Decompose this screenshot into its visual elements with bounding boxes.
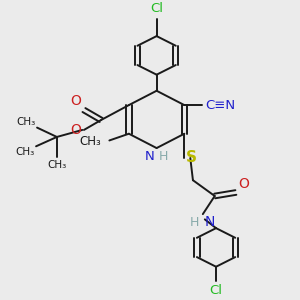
Text: Cl: Cl <box>150 2 163 15</box>
Text: H: H <box>190 216 200 229</box>
Text: Cl: Cl <box>209 284 223 297</box>
Text: CH₃: CH₃ <box>16 117 35 127</box>
Text: O: O <box>70 94 81 108</box>
Text: N: N <box>145 150 155 164</box>
Text: CH₃: CH₃ <box>47 160 67 170</box>
Text: S: S <box>186 151 197 166</box>
Text: H: H <box>159 150 169 164</box>
Text: C≡N: C≡N <box>206 99 236 112</box>
Text: O: O <box>238 177 249 191</box>
Text: O: O <box>70 123 81 137</box>
Text: CH₃: CH₃ <box>15 147 34 157</box>
Text: CH₃: CH₃ <box>80 135 101 148</box>
Text: N: N <box>205 215 215 229</box>
